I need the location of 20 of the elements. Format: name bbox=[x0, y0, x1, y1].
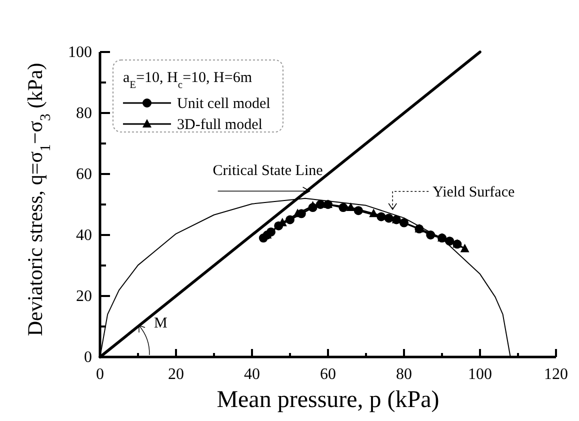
y-tick-label: 0 bbox=[84, 349, 92, 366]
legend-title: a$_{E}$=10, H$_{c}$=10, H=6m bbox=[123, 70, 252, 90]
annotation: Yield Surface bbox=[432, 184, 515, 200]
y-tick-label: 40 bbox=[76, 227, 92, 244]
legend-label: 3D-full model bbox=[177, 117, 262, 133]
x-tick-label: 60 bbox=[320, 366, 336, 383]
y-tick-label: 100 bbox=[68, 44, 92, 61]
annotation: M bbox=[154, 316, 168, 332]
x-tick-label: 80 bbox=[396, 366, 412, 383]
x-tick-label: 0 bbox=[96, 366, 104, 383]
x-tick-label: 40 bbox=[244, 366, 260, 383]
x-tick-label: 20 bbox=[168, 366, 184, 383]
y-tick-label: 80 bbox=[76, 105, 92, 122]
annotation: Critical State Line bbox=[212, 163, 324, 180]
legend-label: Unit cell model bbox=[177, 96, 270, 112]
x-tick-label: 120 bbox=[544, 366, 568, 383]
y-tick-label: 20 bbox=[76, 288, 92, 305]
x-axis-title: Mean pressure, p (kPa) bbox=[216, 387, 440, 413]
x-tick-label: 100 bbox=[468, 366, 492, 383]
y-tick-label: 60 bbox=[76, 166, 92, 183]
